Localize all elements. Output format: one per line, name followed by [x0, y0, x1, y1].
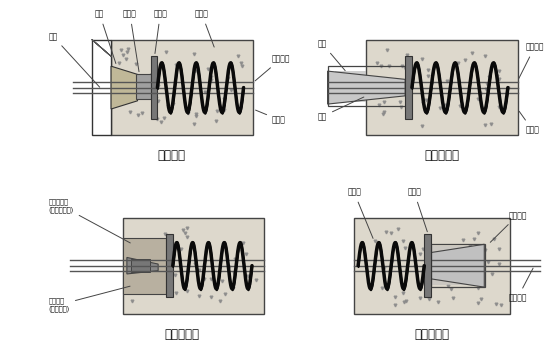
Text: 护杯壳: 护杯壳 [123, 10, 139, 72]
Bar [166, 234, 173, 297]
Text: 承压板: 承压板 [407, 188, 427, 232]
Text: 锚杯: 锚杯 [318, 40, 345, 71]
Text: 预应力筋: 预应力筋 [519, 43, 544, 78]
Polygon shape [328, 71, 405, 104]
Text: 张拉后状态: 张拉后状态 [424, 149, 459, 162]
Bar [123, 218, 264, 314]
Bar [328, 66, 409, 106]
Bar [123, 238, 166, 294]
Text: 预应力筋: 预应力筋 [508, 268, 533, 302]
Text: 组装状态: 组装状态 [157, 149, 185, 162]
Text: 混凝土: 混凝土 [195, 10, 214, 47]
Text: 穴模: 穴模 [95, 10, 116, 63]
Bar [424, 234, 431, 297]
Bar [131, 259, 150, 272]
Bar [432, 246, 482, 286]
Text: 模板: 模板 [49, 32, 100, 87]
Text: 压压锚具: 压压锚具 [490, 211, 527, 242]
Text: 细石混凝土
(成水泥砂浆): 细石混凝土 (成水泥砂浆) [49, 199, 130, 243]
Bar [354, 218, 510, 314]
Bar [405, 56, 412, 119]
Bar [136, 75, 151, 99]
Text: 螺旋筋: 螺旋筋 [255, 110, 286, 124]
Bar [366, 40, 517, 135]
Bar [111, 40, 253, 135]
Bar [431, 244, 486, 287]
Text: 环氧树脂
(成防锈漆): 环氧树脂 (成防锈漆) [49, 286, 130, 312]
Bar [92, 40, 111, 135]
Text: 固定端大样: 固定端大样 [415, 328, 450, 342]
Text: 预应力筋: 预应力筋 [255, 54, 291, 81]
Polygon shape [111, 66, 138, 109]
Bar [335, 71, 366, 103]
Text: 夹片: 夹片 [318, 97, 364, 121]
Text: 螺旋筋: 螺旋筋 [347, 188, 373, 238]
Text: 螺旋筋: 螺旋筋 [519, 111, 539, 134]
Polygon shape [127, 258, 158, 274]
Polygon shape [431, 244, 484, 287]
Text: 承压板: 承压板 [153, 10, 167, 54]
Text: 防护后状态: 防护后状态 [164, 328, 199, 342]
Bar [151, 56, 157, 119]
